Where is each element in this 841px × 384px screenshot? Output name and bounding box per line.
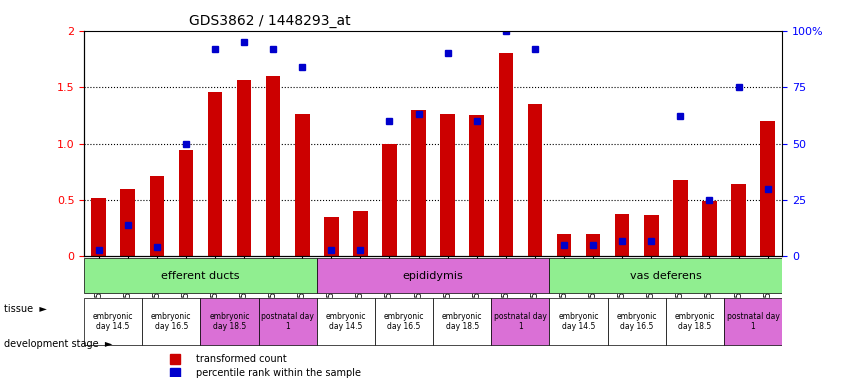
Text: GDS3862 / 1448293_at: GDS3862 / 1448293_at (188, 14, 351, 28)
Bar (353, 211, 368, 257)
Bar (382, 144, 397, 257)
Text: development stage  ►: development stage ► (4, 339, 113, 349)
Bar (527, 104, 542, 257)
Text: postnatal day
1: postnatal day 1 (262, 312, 315, 331)
Text: embryonic
day 14.5: embryonic day 14.5 (325, 312, 366, 331)
Text: embryonic
day 18.5: embryonic day 18.5 (209, 312, 250, 331)
FancyBboxPatch shape (549, 258, 782, 293)
Text: embryonic
day 16.5: embryonic day 16.5 (151, 312, 192, 331)
Bar (150, 176, 164, 257)
Bar (557, 234, 571, 257)
Bar (469, 115, 484, 257)
Bar (92, 198, 106, 257)
FancyBboxPatch shape (84, 298, 142, 346)
FancyBboxPatch shape (317, 298, 375, 346)
Bar (208, 92, 222, 257)
FancyBboxPatch shape (549, 298, 607, 346)
Text: embryonic
day 18.5: embryonic day 18.5 (674, 312, 715, 331)
FancyBboxPatch shape (724, 298, 782, 346)
FancyBboxPatch shape (259, 298, 317, 346)
Bar (586, 234, 600, 257)
FancyBboxPatch shape (491, 298, 549, 346)
Bar (266, 76, 280, 257)
Text: percentile rank within the sample: percentile rank within the sample (196, 369, 361, 379)
FancyBboxPatch shape (433, 298, 491, 346)
Bar (120, 189, 135, 257)
Bar (702, 201, 717, 257)
Text: embryonic
day 14.5: embryonic day 14.5 (93, 312, 134, 331)
FancyBboxPatch shape (200, 298, 259, 346)
Bar (615, 214, 629, 257)
Bar (760, 121, 775, 257)
FancyBboxPatch shape (84, 258, 317, 293)
Text: postnatal day
1: postnatal day 1 (494, 312, 547, 331)
Text: transformed count: transformed count (196, 354, 287, 364)
Bar (411, 110, 426, 257)
Text: postnatal day
1: postnatal day 1 (727, 312, 780, 331)
FancyBboxPatch shape (317, 258, 549, 293)
Text: embryonic
day 14.5: embryonic day 14.5 (558, 312, 599, 331)
FancyBboxPatch shape (375, 298, 433, 346)
Bar (673, 180, 688, 257)
Bar (324, 217, 339, 257)
Bar (644, 215, 659, 257)
Bar (731, 184, 746, 257)
Bar (441, 114, 455, 257)
Bar (295, 114, 309, 257)
FancyBboxPatch shape (142, 298, 200, 346)
Bar (178, 151, 193, 257)
Text: embryonic
day 16.5: embryonic day 16.5 (383, 312, 424, 331)
FancyBboxPatch shape (666, 298, 724, 346)
Text: vas deferens: vas deferens (630, 271, 701, 281)
Text: embryonic
day 18.5: embryonic day 18.5 (442, 312, 483, 331)
Text: epididymis: epididymis (403, 271, 463, 281)
Bar (499, 53, 513, 257)
Text: embryonic
day 16.5: embryonic day 16.5 (616, 312, 657, 331)
Bar (237, 80, 251, 257)
Text: efferent ducts: efferent ducts (161, 271, 240, 281)
FancyBboxPatch shape (607, 298, 666, 346)
Text: tissue  ►: tissue ► (4, 304, 47, 314)
